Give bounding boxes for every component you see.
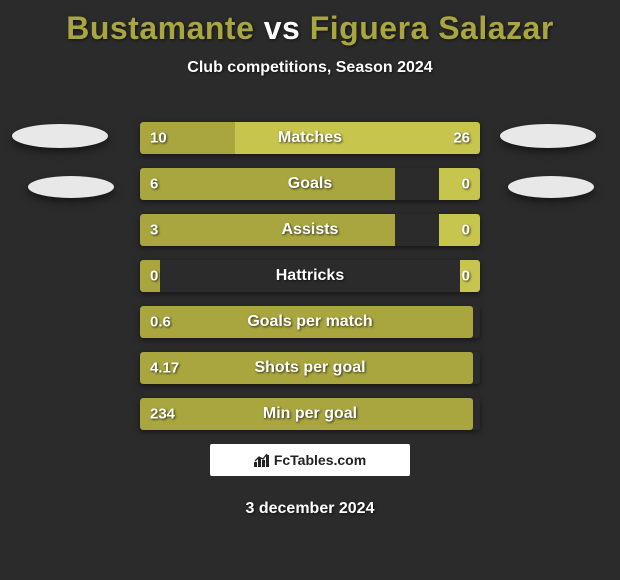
stat-bar: 4.17Shots per goal xyxy=(140,352,480,384)
stat-bar: 6Goals0 xyxy=(140,168,480,200)
bar-label: Hattricks xyxy=(140,267,480,285)
stat-bar: 10Matches26 xyxy=(140,122,480,154)
bar-label: Min per goal xyxy=(140,405,480,423)
player-oval xyxy=(500,124,596,148)
subtitle: Club competitions, Season 2024 xyxy=(0,47,620,77)
bar-right-value: 0 xyxy=(462,222,470,239)
player-oval xyxy=(508,176,594,198)
title-player1: Bustamante xyxy=(66,10,254,46)
brand-badge: FcTables.com xyxy=(210,444,410,476)
bar-label: Matches xyxy=(140,129,480,147)
comparison-bars: 10Matches266Goals03Assists00Hattricks00.… xyxy=(140,122,480,444)
chart-icon xyxy=(254,453,270,467)
player-oval xyxy=(12,124,108,148)
bar-right-value: 26 xyxy=(453,130,470,147)
bar-label: Goals xyxy=(140,175,480,193)
bar-label: Shots per goal xyxy=(140,359,480,377)
brand-text: FcTables.com xyxy=(274,452,366,468)
bar-label: Assists xyxy=(140,221,480,239)
stat-bar: 3Assists0 xyxy=(140,214,480,246)
bar-right-value: 0 xyxy=(462,176,470,193)
stat-bar: 0Hattricks0 xyxy=(140,260,480,292)
player-oval xyxy=(28,176,114,198)
title-vs: vs xyxy=(264,10,301,46)
bar-right-value: 0 xyxy=(462,268,470,285)
page-title: Bustamante vs Figuera Salazar xyxy=(0,0,620,47)
stat-bar: 234Min per goal xyxy=(140,398,480,430)
stat-bar: 0.6Goals per match xyxy=(140,306,480,338)
title-player2: Figuera Salazar xyxy=(310,10,554,46)
bar-label: Goals per match xyxy=(140,313,480,331)
date-label: 3 december 2024 xyxy=(0,500,620,518)
